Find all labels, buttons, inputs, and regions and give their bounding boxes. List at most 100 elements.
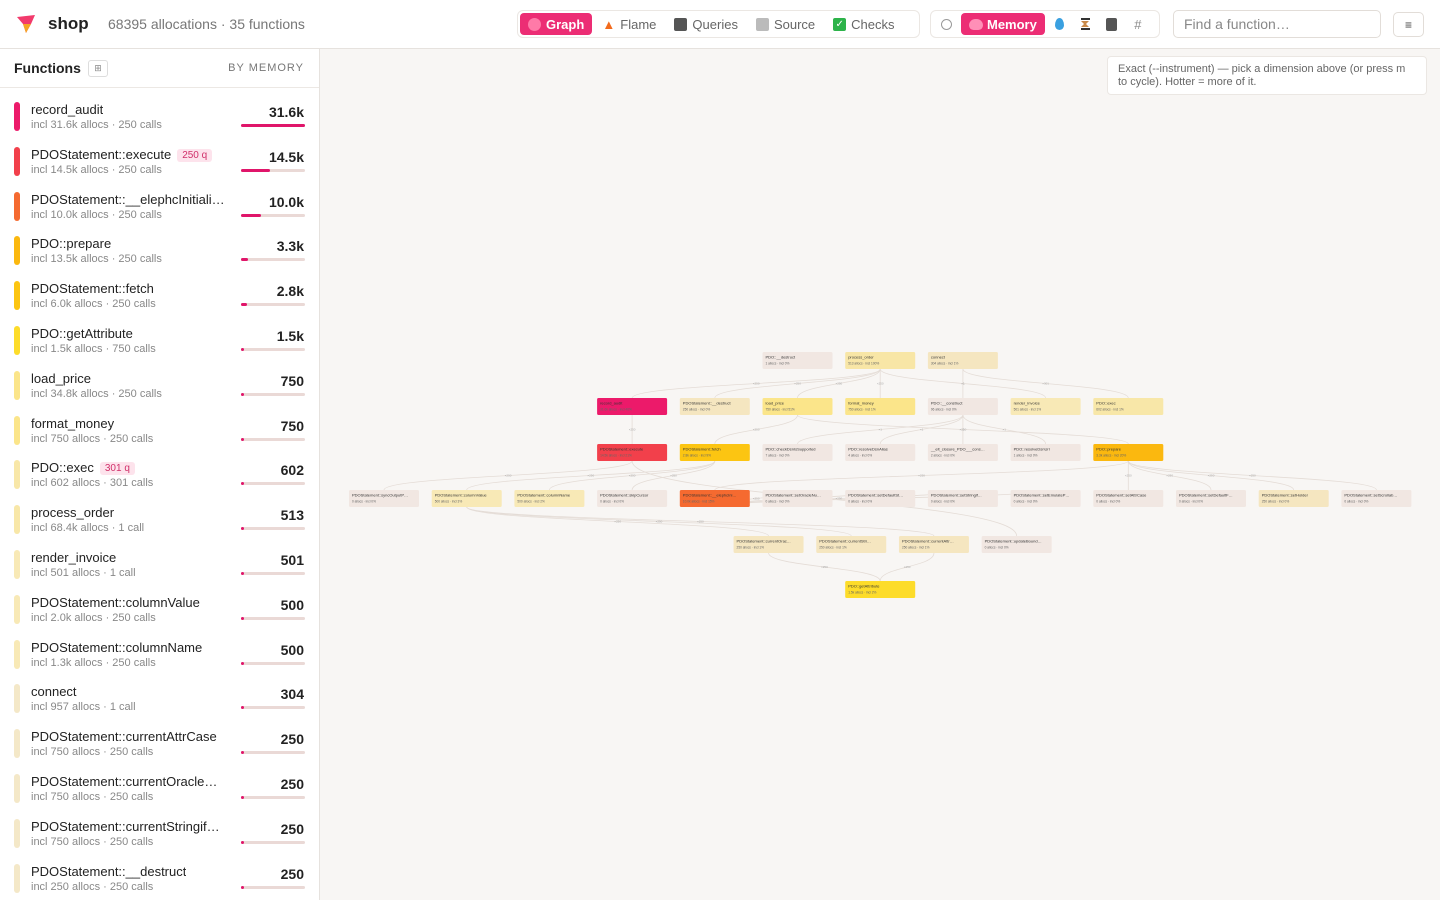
graph-node[interactable]: PDOStatement::setScrollab…0 allocs · inc… — [1341, 490, 1412, 507]
sort-label[interactable]: BY MEMORY — [228, 62, 304, 74]
graph-node-box[interactable] — [597, 398, 668, 415]
graph-node-box[interactable] — [845, 352, 916, 369]
function-list-item[interactable]: render_invoice incl 501 allocs · 1 call 50… — [0, 547, 319, 592]
function-list-item[interactable]: PDO::exec 301 q incl 602 allocs · 301 call… — [0, 457, 319, 502]
graph-node[interactable]: format_money 750 allocs · incl 1% — [845, 398, 916, 415]
dimension-memory-button[interactable]: Memory — [961, 13, 1045, 35]
graph-node-box[interactable] — [762, 352, 833, 369]
graph-node-box[interactable] — [762, 490, 833, 507]
graph-node-box[interactable] — [1010, 490, 1081, 507]
graph-node-box[interactable] — [762, 444, 833, 461]
tab-flame[interactable]: ▲ Flame — [602, 16, 657, 32]
graph-node-box[interactable] — [845, 581, 916, 598]
graph-node-box[interactable] — [845, 490, 916, 507]
call-graph[interactable]: ×250 ×250 ×250 ×250 ×1×1 ×301×250 ×250 ×1 ×1 ×1 ×1… — [320, 49, 1440, 900]
graph-node[interactable]: record_audit 31.6k allocs · incl 46% — [597, 398, 668, 415]
graph-node[interactable]: connect 304 allocs · incl 1% — [927, 352, 998, 369]
graph-node-box[interactable] — [514, 490, 585, 507]
dimension-time-button[interactable] — [935, 13, 957, 35]
graph-node-box[interactable] — [927, 490, 998, 507]
graph-node-box[interactable] — [431, 490, 502, 507]
graph-node-box[interactable] — [1093, 444, 1164, 461]
graph-node[interactable]: PDOStatement::setEmulateP…0 allocs · inc… — [1010, 490, 1081, 507]
graph-node-box[interactable] — [1176, 490, 1246, 507]
graph-node[interactable]: PDOStatement::setDefaultSt…0 allocs · in… — [845, 490, 916, 507]
function-list-item[interactable]: connect incl 957 allocs · 1 call 304 — [0, 681, 319, 726]
graph-node[interactable]: render_invoice 501 allocs · incl 1% — [1010, 398, 1081, 415]
graph-node[interactable]: PDOStatement::syncOutputP…0 allocs · inc… — [349, 490, 419, 507]
dimension-count-button[interactable]: # — [1127, 13, 1149, 35]
graph-node[interactable]: PDOStatement::currentAttr…250 allocs · i… — [898, 536, 969, 553]
graph-node-box[interactable] — [679, 398, 750, 415]
function-list-item[interactable]: PDO::getAttribute incl 1.5k allocs · 750 … — [0, 323, 319, 368]
graph-node-box[interactable] — [927, 352, 998, 369]
graph-node-box[interactable] — [349, 490, 419, 507]
dimension-wall-button[interactable] — [1075, 13, 1097, 35]
graph-node-box[interactable] — [1258, 490, 1329, 507]
function-list-item[interactable]: PDOStatement::columnName incl 1.3k allocs… — [0, 637, 319, 682]
menu-button[interactable]: ≡ — [1393, 12, 1424, 37]
graph-node-box[interactable] — [1341, 490, 1412, 507]
tab-queries[interactable]: Queries — [666, 13, 746, 35]
graph-node-box[interactable] — [679, 444, 750, 461]
tab-graph[interactable]: Graph — [520, 13, 593, 35]
graph-node-box[interactable] — [597, 490, 668, 507]
function-list-item[interactable]: process_order incl 68.4k allocs · 1 call 5… — [0, 502, 319, 547]
function-list-item[interactable]: PDOStatement::columnValue incl 2.0k alloc… — [0, 592, 319, 637]
graph-node-box[interactable] — [1093, 398, 1164, 415]
graph-node[interactable]: PDOStatement::updateBound…0 allocs · inc… — [981, 536, 1052, 553]
graph-node[interactable]: PDOStatement::currentOrac…250 allocs · i… — [733, 536, 804, 553]
graph-node-box[interactable] — [679, 490, 750, 507]
graph-node[interactable]: load_price 750 allocs · incl 51% — [762, 398, 833, 415]
graph-node-box[interactable] — [845, 398, 916, 415]
graph-node-box[interactable] — [927, 444, 998, 461]
function-list-item[interactable]: format_money incl 750 allocs · 250 calls 7… — [0, 413, 319, 458]
graph-node-box[interactable] — [1010, 398, 1081, 415]
function-list-item[interactable]: record_audit incl 31.6k allocs · 250 call… — [0, 99, 319, 144]
graph-canvas[interactable]: ×250 ×250 ×250 ×250 ×1 ×1 ×301 ×250 ×250 ×1 ×1 ×1 ×1… — [320, 49, 1440, 900]
graph-node-box[interactable] — [1093, 490, 1164, 507]
graph-node[interactable]: process_order 513 allocs · incl 100% — [845, 352, 916, 369]
function-list-item[interactable]: load_price incl 34.8k allocs · 250 calls 7… — [0, 368, 319, 413]
function-list-item[interactable]: PDOStatement::execute 250 q incl 14.5k all… — [0, 144, 319, 189]
function-list-item[interactable]: PDOStatement::__elephcInitiali… incl 10.0… — [0, 189, 319, 234]
dimension-io-button[interactable] — [1101, 13, 1123, 35]
graph-node[interactable]: PDOStatement::setStringif…0 allocs · inc… — [927, 490, 998, 507]
function-list-item[interactable]: PDOStatement::__destruct incl 250 allocs … — [0, 861, 319, 900]
graph-node-box[interactable] — [1010, 444, 1081, 461]
graph-node-box[interactable] — [762, 398, 833, 415]
tab-checks[interactable]: ✓ Checks — [825, 13, 902, 35]
function-list-item[interactable]: PDO::prepare incl 13.5k allocs · 250 call… — [0, 233, 319, 278]
graph-node[interactable]: PDOStatement::setOracleNu…0 allocs · inc… — [762, 490, 833, 507]
dimension-drop-button[interactable] — [1049, 13, 1071, 35]
graph-node[interactable]: PDOStatement::setDefaultF…0 allocs · inc… — [1176, 490, 1246, 507]
tab-source[interactable]: Source — [748, 13, 823, 35]
graph-node[interactable]: PDOStatement::currentStri…250 allocs · i… — [816, 536, 887, 553]
graph-node[interactable]: PDOStatement::__elephcIni…10.0k allocs ·… — [679, 490, 750, 507]
graph-node[interactable]: __elt_closure_PDO___cons… 2 allocs · incl… — [927, 444, 998, 461]
toggle-layout-button[interactable]: ⊞ — [88, 60, 108, 77]
graph-node-box[interactable] — [816, 536, 887, 553]
function-list-item[interactable]: PDOStatement::currentAttrCase incl 750 al… — [0, 726, 319, 771]
graph-node-box[interactable] — [981, 536, 1052, 553]
graph-node-box[interactable] — [845, 444, 916, 461]
function-list-item[interactable]: PDOStatement::currentOracle… incl 750 all… — [0, 771, 319, 816]
function-search-input[interactable] — [1173, 10, 1381, 38]
function-list-item[interactable]: PDOStatement::currentStringif… incl 750 a… — [0, 816, 319, 861]
